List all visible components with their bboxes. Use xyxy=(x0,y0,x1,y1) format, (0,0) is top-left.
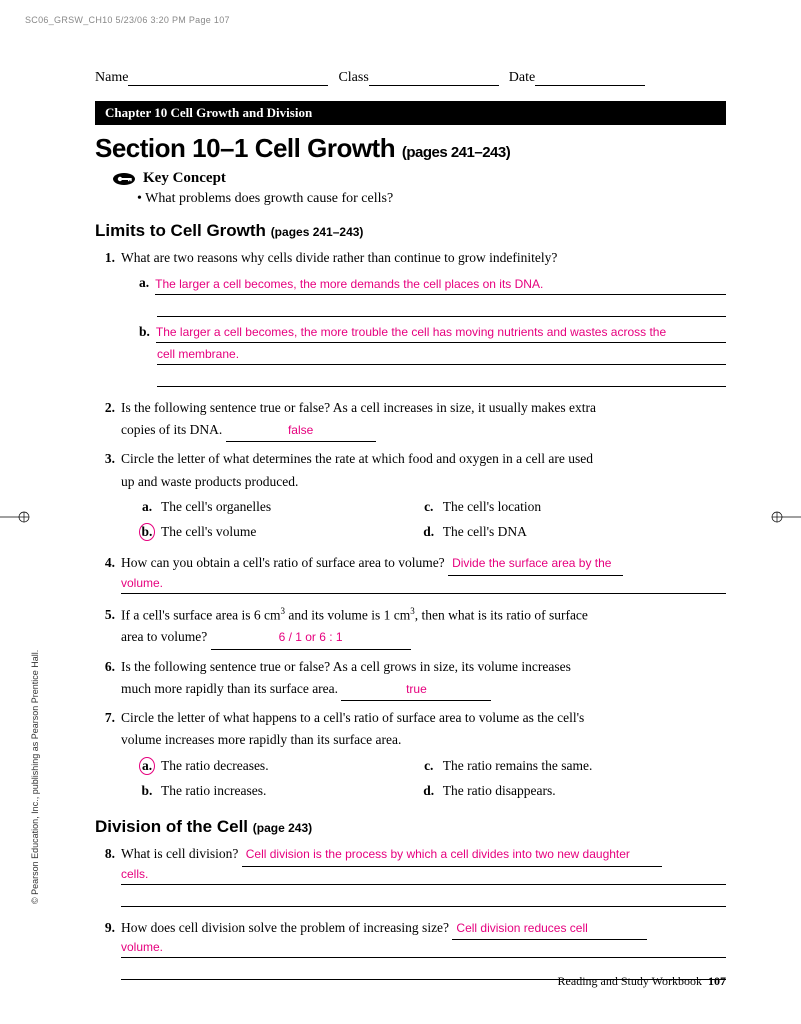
question-3: 3. Circle the letter of what determines … xyxy=(95,448,726,546)
q3-opt-b[interactable]: b.The cell's volume xyxy=(139,521,421,543)
q5-blank[interactable]: 6 / 1 or 6 : 1 xyxy=(211,626,411,649)
name-blank[interactable] xyxy=(128,70,328,86)
q4-blank[interactable]: Divide the surface area by the xyxy=(448,552,623,575)
q7-opt-a[interactable]: a.The ratio decreases. xyxy=(139,755,421,777)
question-6: 6. Is the following sentence true or fal… xyxy=(95,656,726,702)
page-footer: Reading and Study Workbook 107 xyxy=(558,974,726,989)
class-label: Class xyxy=(338,70,368,86)
key-concept-row: Key Concept xyxy=(113,170,726,187)
limits-title: Limits to Cell Growth (pages 241–243) xyxy=(95,221,726,241)
chapter-bar: Chapter 10 Cell Growth and Division xyxy=(95,101,726,125)
q3-opt-c[interactable]: c.The cell's location xyxy=(421,496,703,518)
question-5: 5. If a cell's surface area is 6 cm3 and… xyxy=(95,604,726,650)
copyright-text: © Pearson Education, Inc., publishing as… xyxy=(30,650,40,904)
q6-blank[interactable]: true xyxy=(341,678,491,701)
key-concept-label: Key Concept xyxy=(143,170,226,187)
question-7: 7. Circle the letter of what happens to … xyxy=(95,707,726,805)
q7-opt-d[interactable]: d.The ratio disappears. xyxy=(421,780,703,802)
q3-opt-a[interactable]: a.The cell's organelles xyxy=(139,496,421,518)
q7-opt-b[interactable]: b.The ratio increases. xyxy=(139,780,421,802)
key-icon xyxy=(113,173,135,185)
class-blank[interactable] xyxy=(369,70,499,86)
worksheet-page: SC06_GRSW_CH10 5/23/06 3:20 PM Page 107 … xyxy=(0,0,801,1024)
q1b-blank[interactable]: The larger a cell becomes, the more trou… xyxy=(156,327,726,343)
date-label: Date xyxy=(509,70,535,86)
date-blank[interactable] xyxy=(535,70,645,86)
circled-answer: a. xyxy=(139,757,155,775)
q3-opt-d[interactable]: d.The cell's DNA xyxy=(421,521,703,543)
section-title: Section 10–1 Cell Growth (pages 241–243) xyxy=(95,133,726,164)
name-label: Name xyxy=(95,70,128,86)
crop-mark-right xyxy=(771,510,801,522)
question-list: 1. What are two reasons why cells divide… xyxy=(95,247,726,805)
q9-blank[interactable]: Cell division reduces cell xyxy=(452,917,647,940)
question-8: 8. What is cell division? Cell division … xyxy=(95,843,726,910)
q8-blank[interactable]: Cell division is the process by which a … xyxy=(242,843,662,866)
question-1: 1. What are two reasons why cells divide… xyxy=(95,247,726,391)
circled-answer: b. xyxy=(139,523,155,541)
question-2: 2. Is the following sentence true or fal… xyxy=(95,397,726,443)
q1a-blank[interactable]: The larger a cell becomes, the more dema… xyxy=(155,279,726,295)
crop-mark-left xyxy=(0,510,30,522)
question-4: 4. How can you obtain a cell's ratio of … xyxy=(95,552,726,597)
q7-opt-c[interactable]: c.The ratio remains the same. xyxy=(421,755,703,777)
header-fields: Name Class Date xyxy=(95,70,726,86)
division-title: Division of the Cell (page 243) xyxy=(95,817,726,837)
q2-blank[interactable]: false xyxy=(226,419,376,442)
question-list-2: 8. What is cell division? Cell division … xyxy=(95,843,726,984)
print-slug: SC06_GRSW_CH10 5/23/06 3:20 PM Page 107 xyxy=(25,15,230,25)
key-concept-question: • What problems does growth cause for ce… xyxy=(137,191,726,207)
